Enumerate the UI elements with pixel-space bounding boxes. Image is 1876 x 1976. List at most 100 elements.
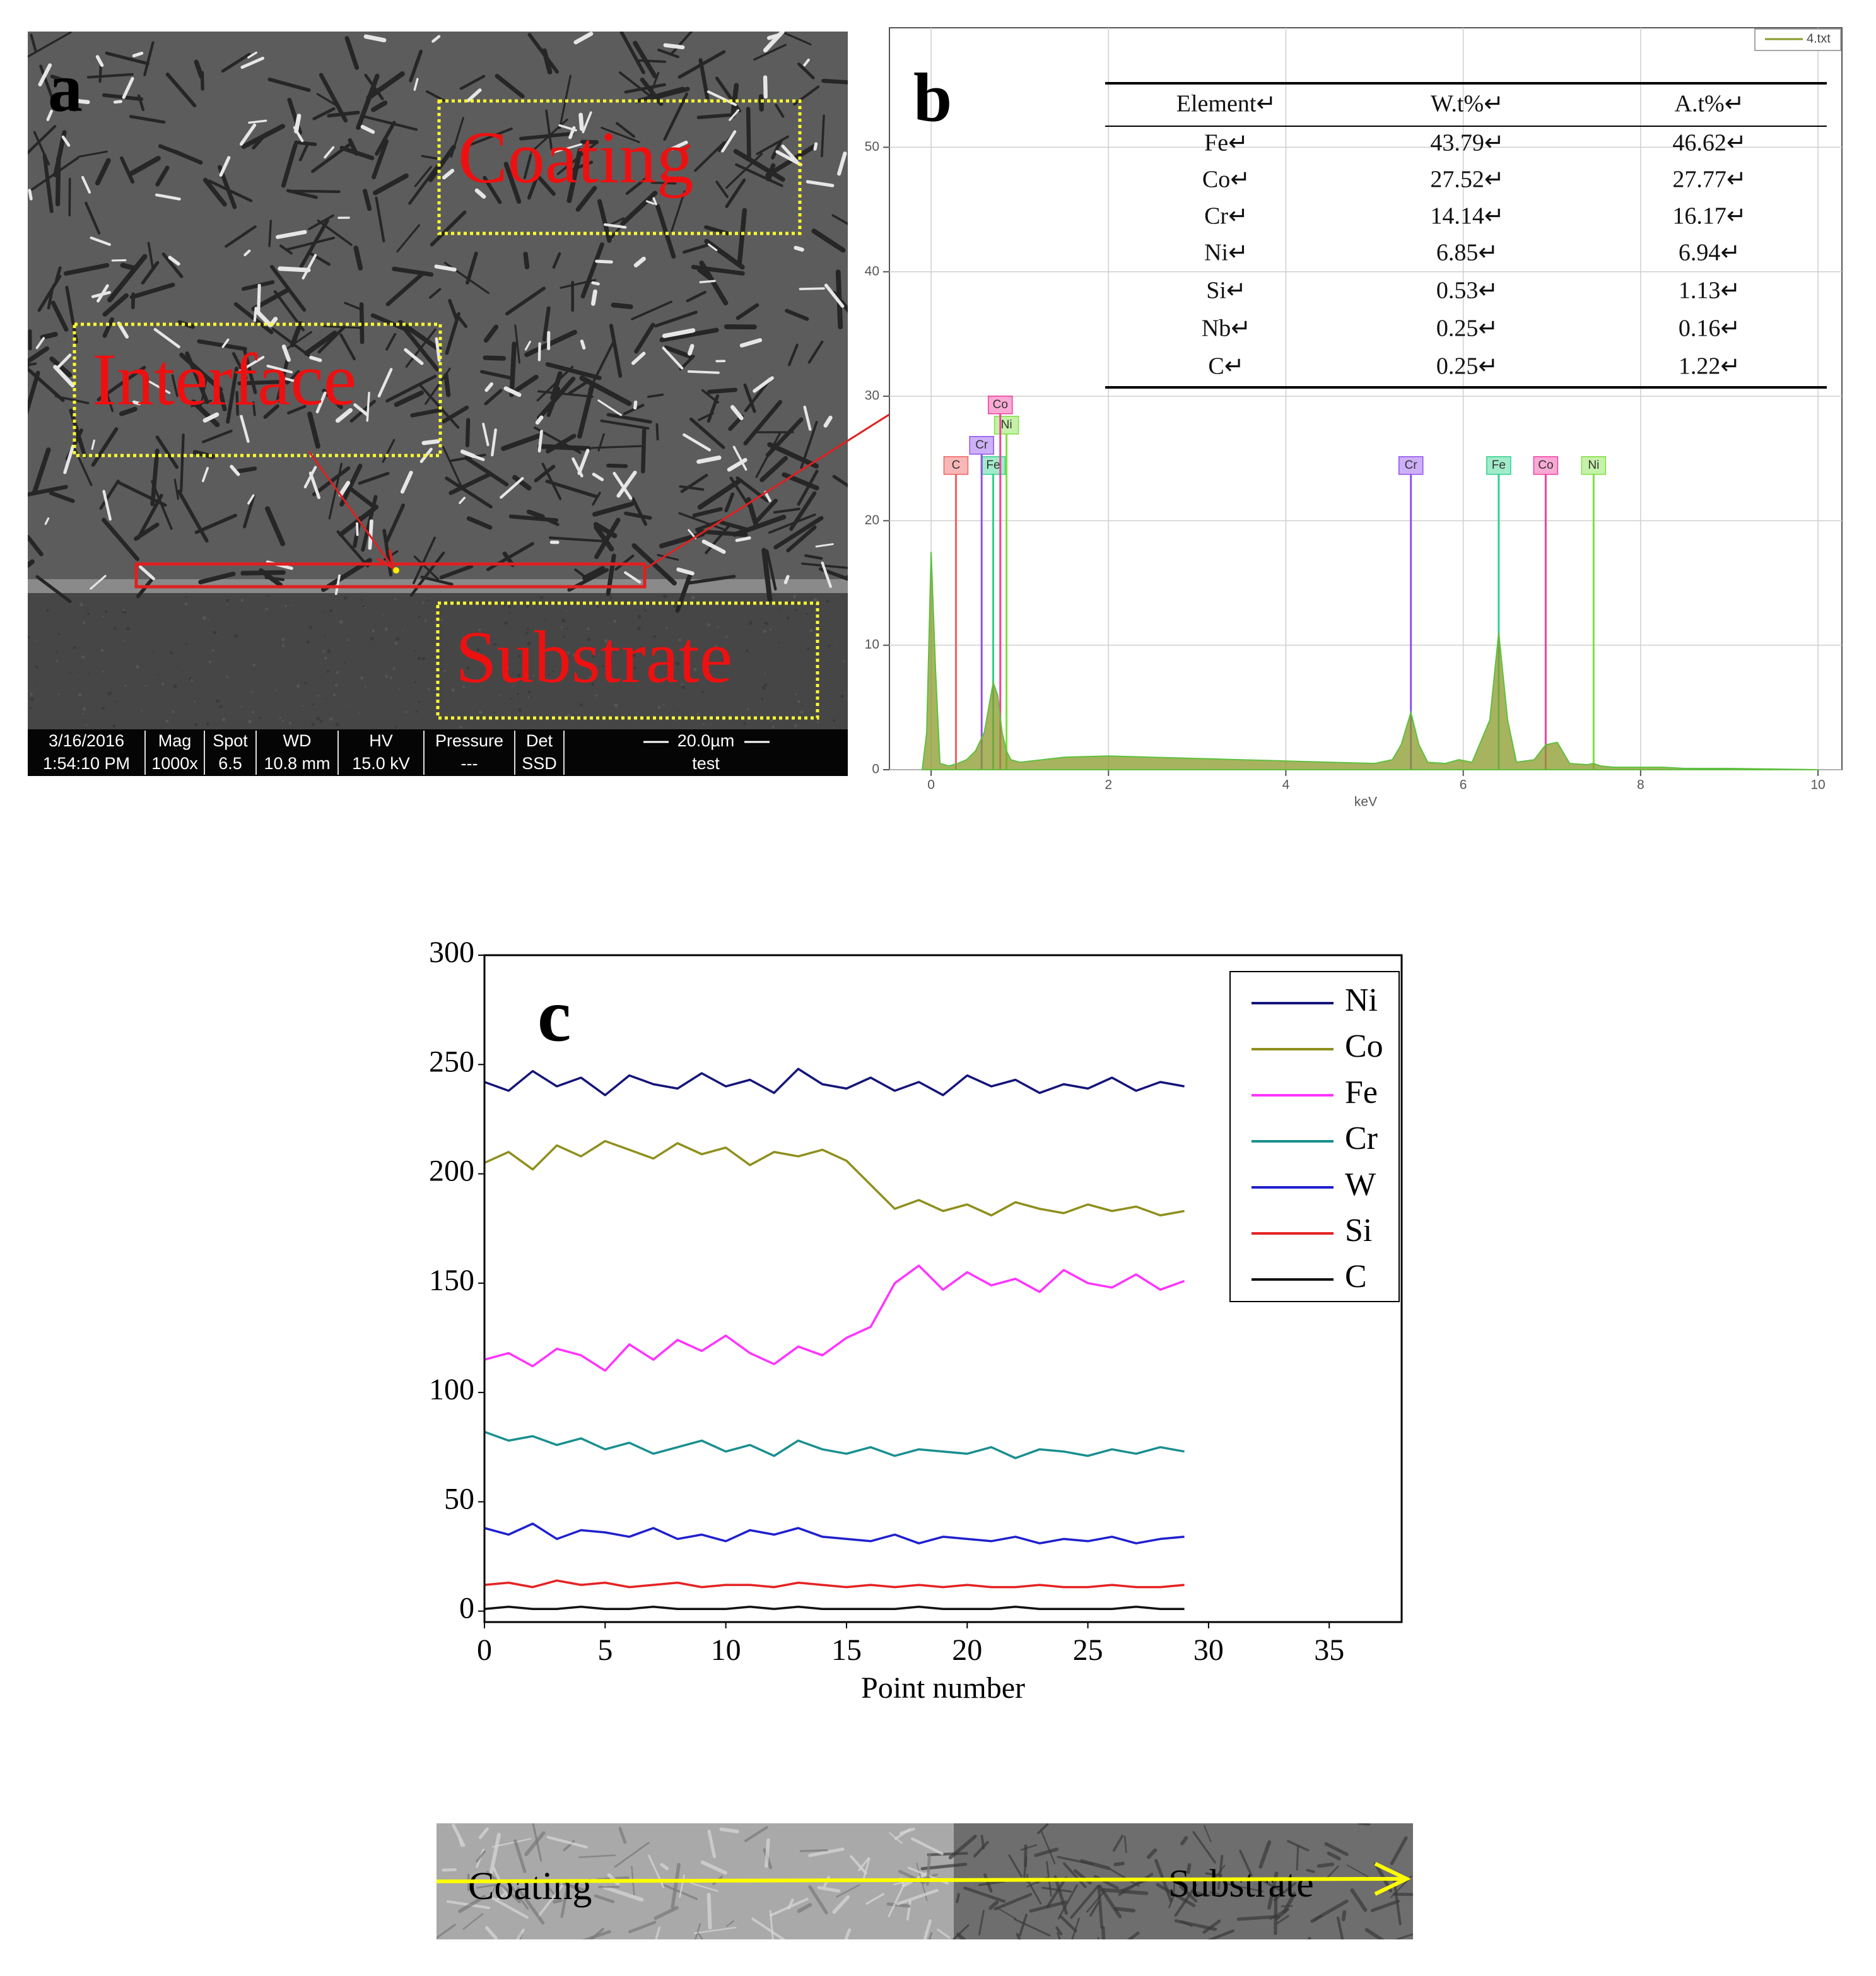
grain (141, 261, 160, 285)
grain (177, 490, 209, 543)
grain (346, 639, 349, 642)
info-text: 6.5 (218, 754, 242, 773)
grain (508, 514, 559, 522)
grain (329, 609, 332, 613)
grain (1127, 1931, 1140, 1939)
grain (107, 691, 112, 696)
grain (743, 722, 746, 725)
grain (719, 520, 750, 532)
grain (395, 725, 398, 728)
grain (486, 1871, 521, 1903)
grain (28, 32, 72, 58)
grain (304, 331, 337, 356)
element-tag-label: Fe (986, 459, 1000, 472)
grain (360, 114, 418, 131)
grain (745, 649, 749, 652)
grain (268, 220, 272, 247)
grain (806, 613, 808, 615)
grain (566, 601, 569, 603)
grain (198, 572, 236, 585)
grain (725, 153, 763, 189)
grain (817, 1886, 841, 1893)
grain (548, 674, 551, 676)
grain (102, 317, 114, 338)
grain (61, 135, 71, 147)
series-line (484, 1139, 1185, 1217)
grain (824, 283, 845, 308)
grain (105, 51, 150, 66)
grain (464, 456, 509, 487)
grain (736, 303, 759, 321)
y-tick-label: 250 (429, 1045, 474, 1078)
grain (1070, 1885, 1099, 1919)
grain (126, 626, 130, 631)
info-text: Spot (213, 731, 248, 750)
grain (614, 703, 618, 708)
grain (271, 327, 310, 357)
grain (566, 628, 568, 630)
grain (603, 223, 627, 229)
grain (706, 623, 710, 627)
grain (232, 352, 248, 380)
grain (279, 716, 282, 719)
grain (322, 649, 325, 652)
grain (1098, 1885, 1122, 1919)
grain (775, 103, 785, 118)
x-tick-label: 5 (597, 1633, 613, 1667)
grain (719, 1827, 739, 1833)
grain (298, 143, 309, 162)
grain (514, 324, 520, 364)
grain (55, 266, 62, 282)
grain (404, 348, 424, 365)
grain (252, 401, 256, 416)
table-cell: 0.53↵ (1436, 278, 1498, 304)
grain (28, 636, 30, 639)
grain (414, 650, 417, 652)
grain (455, 314, 468, 328)
grain (396, 224, 421, 253)
grain (490, 1884, 497, 1897)
grain (358, 712, 360, 714)
x-tick-label: 0 (927, 777, 935, 792)
grain (317, 694, 320, 697)
grain (49, 491, 75, 503)
grain (1276, 1915, 1289, 1924)
grain (294, 140, 317, 146)
spectrum-area (921, 551, 1819, 770)
grain (763, 75, 768, 99)
grain (28, 485, 68, 497)
grain (425, 90, 445, 102)
grain (263, 404, 279, 419)
grain (105, 610, 108, 613)
grain (173, 684, 177, 688)
table-cell: Nb↵ (1202, 315, 1251, 342)
grain (356, 73, 380, 130)
grain (218, 391, 227, 411)
grain (697, 1932, 704, 1939)
grain (102, 707, 105, 710)
grain (572, 653, 576, 657)
grain (501, 433, 542, 451)
grain (545, 109, 553, 151)
grain (259, 568, 283, 587)
grain (819, 567, 848, 581)
grain (545, 362, 602, 380)
grain (306, 640, 309, 644)
grain (517, 673, 521, 677)
grain (235, 391, 239, 416)
grain (382, 438, 396, 463)
grain (655, 204, 676, 259)
grain (1040, 1830, 1056, 1865)
grain (746, 107, 751, 162)
grain (727, 457, 747, 472)
grain (816, 720, 819, 724)
grain (601, 664, 604, 667)
grain (434, 264, 457, 272)
grain (421, 657, 426, 661)
grain (201, 429, 233, 444)
grain (701, 389, 719, 404)
grain (308, 471, 321, 500)
grain (476, 648, 480, 652)
grain (524, 329, 577, 357)
grain (58, 693, 61, 696)
